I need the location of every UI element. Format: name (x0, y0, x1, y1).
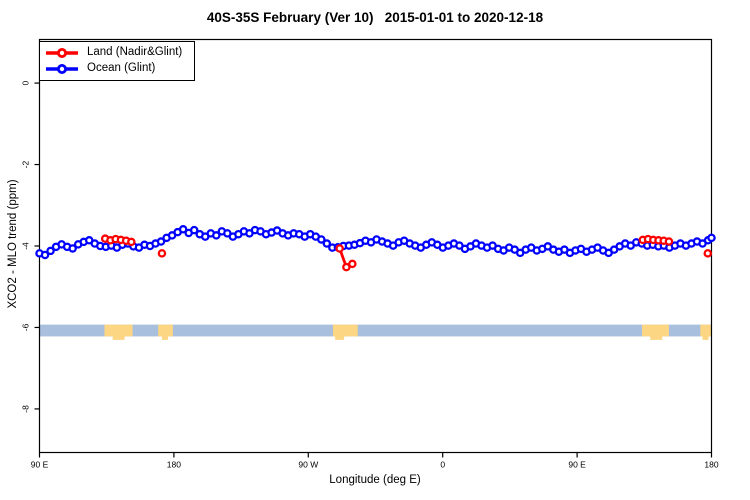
land-patch-bump-australia-wrap (650, 335, 663, 340)
land-series-marker-icon (46, 47, 78, 58)
x-tick-label: 180 (704, 460, 718, 470)
data-point-land (127, 237, 136, 247)
data-point-ocean (322, 239, 332, 248)
land-patch-bump-south-america (335, 335, 345, 340)
land-patch-australia-wrap (642, 324, 669, 337)
y-tick-label: -8 (21, 405, 31, 413)
y-tick-label: -2 (21, 160, 31, 168)
x-tick-label: 90 E (31, 460, 49, 470)
data-point-land (348, 259, 357, 269)
data-point-land (664, 237, 674, 246)
data-point-ocean (156, 237, 166, 246)
land-patch-bump-new-zealand-wrap (702, 335, 709, 340)
y-axis: 0 -2 -4 -6 -8 (21, 80, 40, 413)
ocean-band (39, 324, 712, 337)
map-band (39, 324, 712, 340)
ocean-series (35, 225, 716, 260)
x-tick-label: 0 (440, 460, 445, 470)
land-patch-new-zealand (158, 324, 173, 337)
x-axis: 90 E 180 90 W 0 90 E 180 (31, 452, 719, 470)
data-point-ocean (317, 235, 326, 244)
y-tick-label: -6 (21, 323, 31, 331)
data-point-land (703, 249, 713, 258)
data-point-land (335, 244, 344, 253)
legend-box: Land (Nadir&Glint) Ocean (Glint) (39, 41, 196, 81)
x-tick-label: 180 (167, 460, 181, 470)
x-axis-title: Longitude (deg E) (329, 474, 421, 486)
data-point-ocean (46, 246, 55, 256)
land-patch-south-america (332, 324, 358, 337)
x-tick-label: 90 W (298, 460, 318, 470)
y-tick-label: 0 (21, 80, 31, 85)
land-patch-new-zealand-wrap (700, 324, 712, 337)
legend-item-land: Land (Nadir&Glint) (45, 45, 182, 60)
legend-label-ocean: Ocean (Glint) (87, 61, 156, 74)
y-tick-label: -4 (21, 242, 31, 250)
data-point-ocean (212, 231, 221, 240)
data-point-ocean (178, 225, 188, 234)
land-patch-bump-australia (112, 335, 125, 340)
data-point-land (157, 249, 167, 258)
land-patch-bump-new-zealand (161, 335, 168, 340)
chart-title: 40S-35S February (Ver 10) 2015-01-01 to … (206, 10, 544, 25)
data-point-ocean (40, 250, 50, 260)
x-tick-label: 90 E (568, 460, 586, 470)
data-point-land (342, 262, 351, 272)
land-patch-australia (104, 324, 133, 337)
legend-item-ocean: Ocean (Glint) (45, 61, 182, 76)
legend-label-land: Land (Nadir&Glint) (87, 45, 183, 58)
data-point-ocean (68, 244, 77, 253)
data-point-ocean (189, 225, 199, 235)
land-series (100, 234, 713, 272)
legend-circle-sample (56, 47, 67, 58)
data-point-ocean (707, 233, 716, 243)
ocean-series-marker-icon (46, 63, 78, 74)
legend-circle-sample (56, 63, 67, 74)
